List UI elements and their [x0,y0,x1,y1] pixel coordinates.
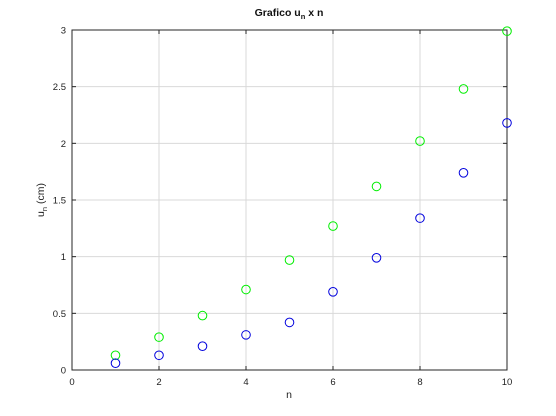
y-tick-label: 3 [61,26,66,37]
chart-title: Grafico un x n [255,7,324,21]
data-points [110,26,512,369]
data-point-series-2 [241,330,251,340]
x-tick-label: 4 [243,377,248,388]
y-tick-label: 2 [61,139,66,150]
data-point-series-1 [328,221,338,231]
x-axis: 0 2 4 6 8 10 [69,30,512,388]
data-point-series-1 [154,332,164,342]
y-tick-label: 0 [61,366,66,377]
x-axis-label: n [286,389,292,401]
x-tick-label: 6 [330,377,335,388]
x-tick-label: 10 [502,377,513,388]
x-tick-label: 2 [156,377,161,388]
y-tick-label: 0.5 [53,309,66,320]
data-point-series-2 [154,350,164,361]
data-point-series-1 [110,350,121,361]
y-axis: 0 0.5 1 1.5 2 2.5 3 [53,26,507,377]
data-point-series-2 [371,252,382,263]
data-point-series-1 [371,181,382,192]
data-point-series-2 [197,341,208,352]
data-point-series-2 [284,317,295,328]
y-axis-label: un (cm) [35,183,49,217]
data-point-series-2 [458,168,469,178]
data-point-series-1 [458,84,469,94]
y-tick-label: 1 [61,252,66,263]
y-tick-label: 1.5 [53,196,66,207]
x-tick-label: 0 [69,377,74,388]
data-point-series-1 [284,255,295,265]
x-tick-label: 8 [417,377,422,388]
data-point-series-1 [415,136,425,146]
data-point-series-1 [241,284,251,295]
data-point-series-2 [502,118,512,128]
data-point-series-2 [415,213,425,223]
data-point-series-2 [110,358,121,369]
y-tick-label: 2.5 [53,82,66,93]
data-point-series-2 [328,287,338,297]
data-point-series-1 [197,310,208,321]
data-point-series-1 [502,26,512,36]
